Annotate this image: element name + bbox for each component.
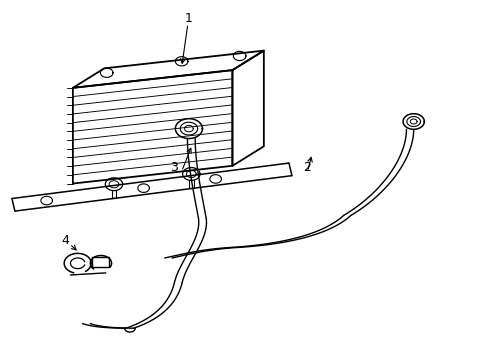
Text: 2: 2 xyxy=(303,161,311,174)
Text: 3: 3 xyxy=(170,161,178,174)
Text: 4: 4 xyxy=(61,234,69,247)
Text: 1: 1 xyxy=(184,12,192,25)
